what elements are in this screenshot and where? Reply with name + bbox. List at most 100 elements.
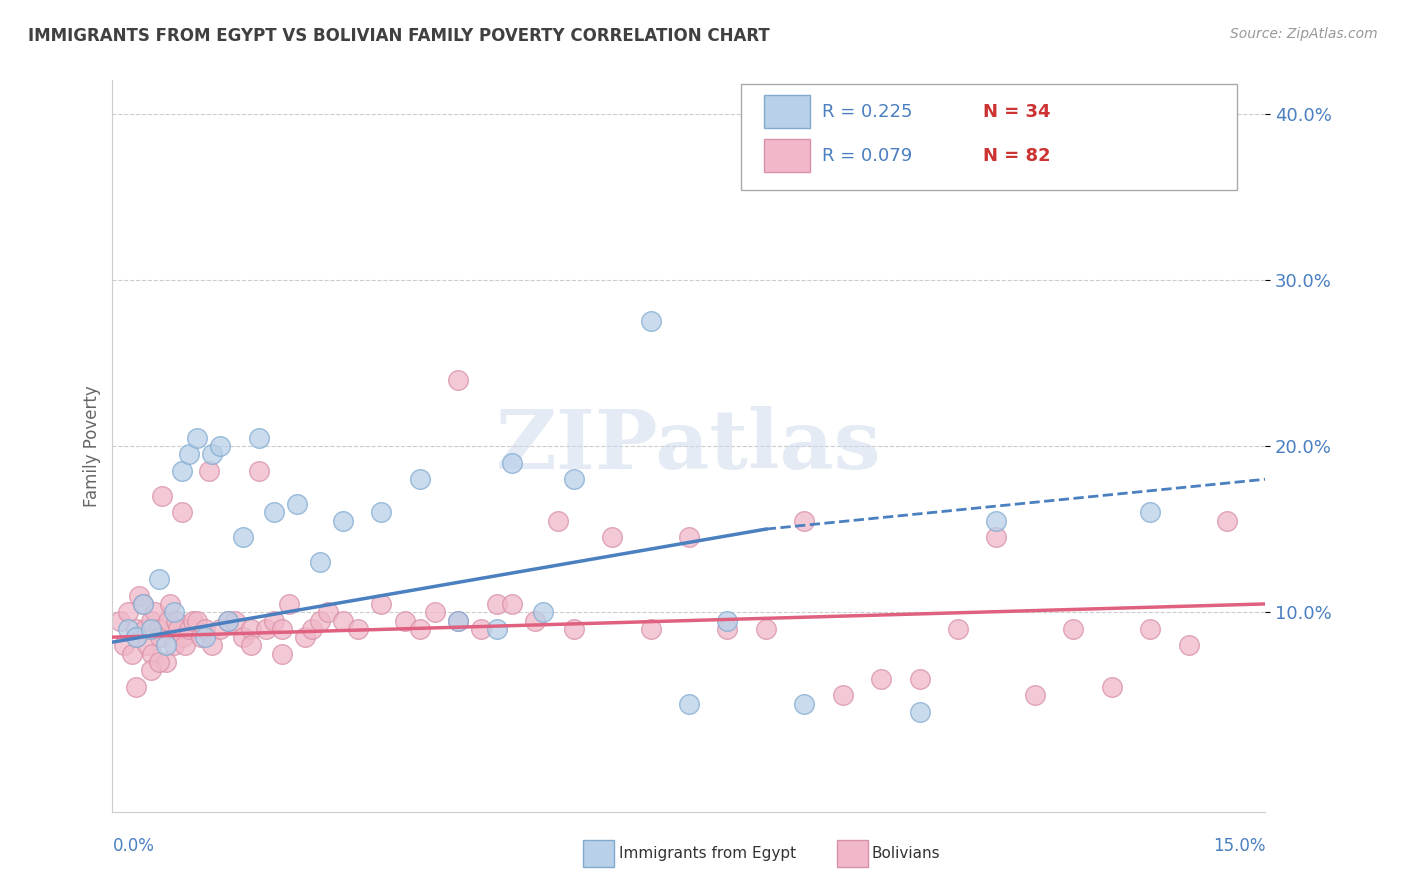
Point: [117, 605, 139, 619]
Point: [908, 705, 931, 719]
Point: [278, 597, 301, 611]
Point: [562, 622, 585, 636]
Y-axis label: Family Poverty: Family Poverty: [83, 385, 101, 507]
Point: [232, 530, 254, 544]
Point: [179, 447, 201, 461]
Point: [309, 555, 332, 569]
Point: [501, 597, 523, 611]
Text: R = 0.079: R = 0.079: [821, 146, 911, 165]
Point: [1139, 506, 1161, 520]
Point: [1139, 622, 1161, 636]
Point: [186, 431, 208, 445]
Text: Bolivians: Bolivians: [872, 847, 941, 861]
Point: [309, 614, 332, 628]
Point: [986, 530, 1008, 544]
Point: [409, 622, 432, 636]
Point: [155, 655, 177, 669]
Point: [139, 622, 162, 636]
Point: [263, 506, 285, 520]
Point: [117, 622, 139, 636]
Point: [139, 664, 162, 678]
Point: [370, 597, 392, 611]
Point: [247, 464, 270, 478]
Point: [501, 456, 523, 470]
Point: [124, 622, 146, 636]
Point: [128, 589, 150, 603]
Point: [139, 614, 162, 628]
Point: [166, 622, 188, 636]
Point: [239, 639, 262, 653]
Point: [793, 697, 815, 711]
Point: [270, 647, 292, 661]
Point: [485, 622, 508, 636]
Point: [716, 622, 738, 636]
Point: [370, 506, 392, 520]
Point: [172, 630, 194, 644]
Point: [112, 639, 135, 653]
Point: [678, 530, 700, 544]
Point: [1062, 622, 1084, 636]
Point: [121, 647, 143, 661]
Point: [217, 614, 239, 628]
Text: 0.0%: 0.0%: [112, 837, 155, 855]
Point: [531, 605, 554, 619]
Point: [179, 622, 201, 636]
FancyBboxPatch shape: [741, 84, 1237, 190]
Bar: [763, 95, 810, 128]
Point: [870, 672, 893, 686]
Point: [425, 605, 447, 619]
Point: [148, 572, 170, 586]
Point: [174, 639, 197, 653]
Point: [201, 639, 224, 653]
Point: [640, 622, 662, 636]
Point: [163, 639, 186, 653]
Point: [224, 614, 246, 628]
Point: [263, 614, 285, 628]
Point: [124, 630, 146, 644]
Point: [301, 622, 323, 636]
Text: ZIPatlas: ZIPatlas: [496, 406, 882, 486]
Point: [209, 439, 232, 453]
Point: [124, 680, 146, 694]
Point: [1024, 689, 1046, 703]
Point: [908, 672, 931, 686]
Point: [197, 464, 219, 478]
Text: 15.0%: 15.0%: [1213, 837, 1265, 855]
Point: [159, 597, 181, 611]
Point: [640, 314, 662, 328]
Point: [132, 597, 155, 611]
Point: [125, 630, 148, 644]
Point: [152, 489, 174, 503]
Bar: [763, 139, 810, 171]
Point: [136, 639, 159, 653]
Point: [793, 514, 815, 528]
Point: [163, 605, 186, 619]
Point: [524, 614, 547, 628]
Point: [270, 622, 292, 636]
Point: [946, 622, 969, 636]
Point: [485, 597, 508, 611]
Point: [294, 630, 316, 644]
Point: [148, 622, 170, 636]
Point: [217, 614, 239, 628]
Point: [394, 614, 416, 628]
Text: Immigrants from Egypt: Immigrants from Egypt: [619, 847, 796, 861]
Point: [755, 622, 778, 636]
Point: [170, 506, 193, 520]
Point: [447, 614, 470, 628]
Point: [678, 697, 700, 711]
Point: [447, 614, 470, 628]
Point: [149, 630, 172, 644]
Text: N = 82: N = 82: [983, 146, 1050, 165]
Point: [194, 630, 217, 644]
Point: [141, 647, 163, 661]
Point: [831, 689, 853, 703]
Point: [143, 605, 166, 619]
Point: [194, 622, 217, 636]
Point: [285, 497, 308, 511]
Point: [547, 514, 569, 528]
Point: [132, 597, 155, 611]
Text: Source: ZipAtlas.com: Source: ZipAtlas.com: [1230, 27, 1378, 41]
Point: [232, 630, 254, 644]
Point: [201, 447, 224, 461]
